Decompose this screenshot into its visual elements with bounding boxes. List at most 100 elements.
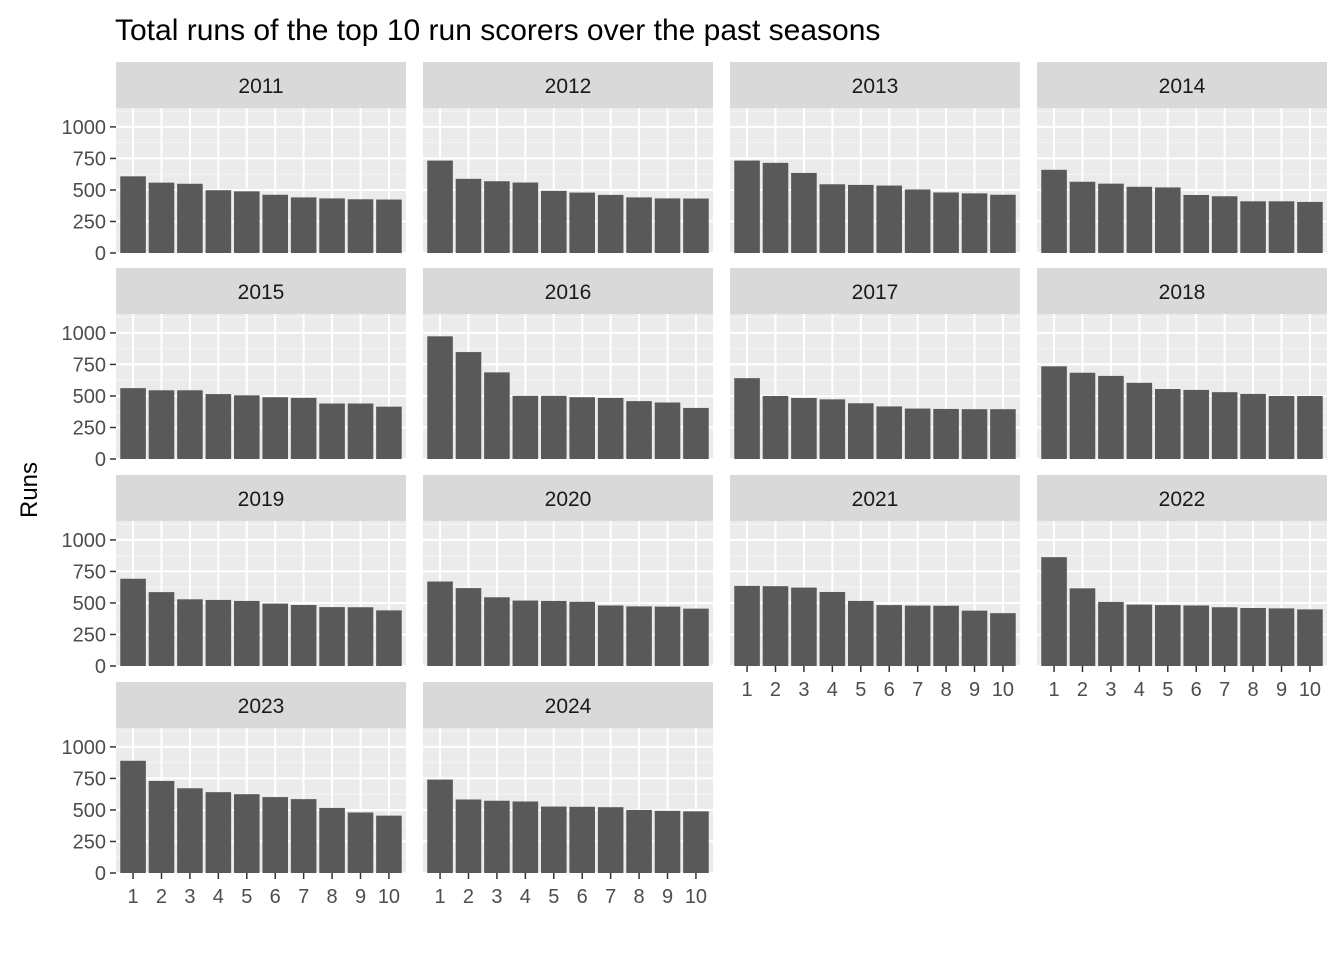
bar-3 xyxy=(177,183,203,253)
bar-7 xyxy=(1211,392,1238,459)
x-tick-label: 5 xyxy=(241,886,252,908)
y-tick-label: 750 xyxy=(73,561,106,583)
bar-2 xyxy=(762,395,789,459)
bar-8 xyxy=(319,403,345,459)
x-tick-label: 6 xyxy=(577,886,588,908)
bar-7 xyxy=(597,605,624,666)
y-tick-label: 500 xyxy=(73,593,106,615)
bar-6 xyxy=(569,806,596,873)
bar-9 xyxy=(1268,395,1295,459)
bar-9 xyxy=(654,606,681,666)
bar-4 xyxy=(1126,604,1153,666)
bar-6 xyxy=(876,605,903,666)
bar-10 xyxy=(376,610,402,666)
y-tick-label: 0 xyxy=(95,863,106,885)
bar-2 xyxy=(148,390,175,459)
x-tick-label: 1 xyxy=(741,679,752,701)
x-tick-label: 6 xyxy=(884,679,895,701)
y-tick-label: 250 xyxy=(73,417,106,439)
bar-8 xyxy=(319,607,345,666)
bar-4 xyxy=(1126,382,1153,459)
bar-1 xyxy=(427,336,453,459)
bar-4 xyxy=(819,399,846,459)
facet-strip xyxy=(423,682,713,728)
bar-2 xyxy=(455,352,482,459)
bar-4 xyxy=(819,591,846,666)
bar-7 xyxy=(597,397,624,459)
bar-8 xyxy=(1240,393,1266,459)
bar-9 xyxy=(961,409,988,459)
bar-5 xyxy=(1154,389,1181,459)
chart-title: Total runs of the top 10 run scorers ove… xyxy=(115,14,880,47)
bar-9 xyxy=(347,403,374,459)
facet-strip xyxy=(1037,62,1327,108)
x-tick-label: 8 xyxy=(327,886,338,908)
facet-strip xyxy=(1037,475,1327,521)
facet-strip-label: 2013 xyxy=(852,75,899,98)
x-tick-label: 4 xyxy=(213,886,224,908)
bar-7 xyxy=(290,799,317,873)
x-tick-label: 2 xyxy=(156,886,167,908)
x-tick-label: 8 xyxy=(941,679,952,701)
bar-10 xyxy=(1297,395,1323,459)
bar-9 xyxy=(654,198,681,253)
bar-5 xyxy=(233,794,260,873)
bar-10 xyxy=(376,199,402,253)
facet-panel-2024: 2024 1 2 3 4 5 6 7 8 9 10 xyxy=(423,682,713,908)
bar-10 xyxy=(990,409,1016,459)
facet-strip xyxy=(116,475,406,521)
bar-8 xyxy=(626,809,652,873)
facet-panel-2022: 2022 1 2 3 4 5 6 7 8 9 10 xyxy=(1037,475,1327,701)
bar-2 xyxy=(1069,372,1096,459)
bar-1 xyxy=(734,160,760,253)
bar-4 xyxy=(819,184,846,253)
x-tick-label: 5 xyxy=(855,679,866,701)
y-tick-label: 750 xyxy=(73,354,106,376)
y-tick-label: 0 xyxy=(95,449,106,471)
y-tick-label: 750 xyxy=(73,148,106,170)
bar-3 xyxy=(177,390,203,459)
x-tick-label: 10 xyxy=(685,886,707,908)
x-tick-label: 8 xyxy=(634,886,645,908)
bar-5 xyxy=(1154,605,1181,666)
x-tick-label: 1 xyxy=(434,886,445,908)
x-tick-label: 3 xyxy=(1105,679,1116,701)
x-tick-label: 7 xyxy=(605,886,616,908)
bar-5 xyxy=(540,395,567,459)
bar-8 xyxy=(626,197,652,253)
bar-8 xyxy=(933,605,959,666)
x-tick-label: 7 xyxy=(912,679,923,701)
bar-3 xyxy=(177,599,203,666)
bar-3 xyxy=(177,788,203,873)
x-tick-label: 1 xyxy=(1048,679,1059,701)
facet-strip xyxy=(423,62,713,108)
bar-5 xyxy=(233,395,260,459)
bar-7 xyxy=(597,194,624,253)
bar-3 xyxy=(484,181,510,253)
facet-panel-2015: 2015 0 250 500 750 1000 xyxy=(62,268,406,471)
bar-8 xyxy=(933,192,959,253)
bar-10 xyxy=(683,198,709,253)
bar-2 xyxy=(455,588,482,666)
y-tick-label: 500 xyxy=(73,180,106,202)
bar-2 xyxy=(762,162,789,253)
facet-strip xyxy=(116,682,406,728)
bar-6 xyxy=(262,797,289,873)
bar-5 xyxy=(540,806,567,873)
facet-strip xyxy=(730,268,1020,314)
bar-8 xyxy=(1240,608,1266,666)
bar-6 xyxy=(876,185,903,253)
bar-7 xyxy=(904,189,931,253)
bar-2 xyxy=(148,592,175,666)
x-tick-label: 3 xyxy=(798,679,809,701)
x-tick-label: 1 xyxy=(127,886,138,908)
facet-strip-label: 2021 xyxy=(852,488,899,511)
bar-6 xyxy=(262,397,289,459)
x-tick-label: 2 xyxy=(770,679,781,701)
facet-strip xyxy=(116,268,406,314)
bar-9 xyxy=(347,812,374,873)
x-tick-label: 5 xyxy=(548,886,559,908)
bar-8 xyxy=(319,807,345,873)
bar-9 xyxy=(654,402,681,459)
y-tick-label: 1000 xyxy=(62,117,107,139)
